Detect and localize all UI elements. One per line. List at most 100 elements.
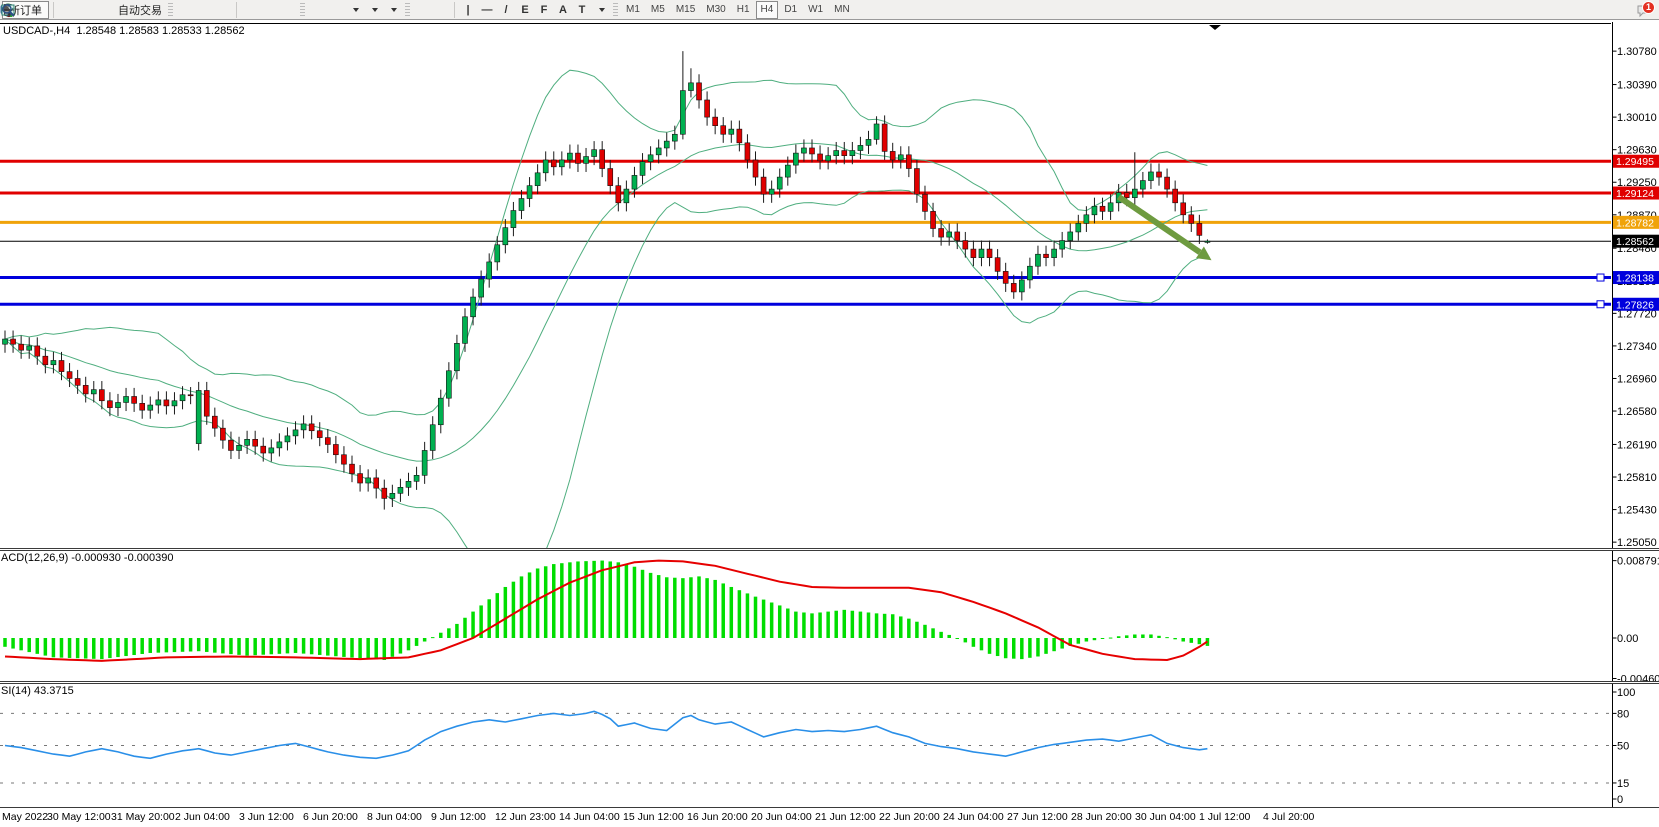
- candle-body: [300, 423, 307, 431]
- macd-bar: [471, 611, 475, 638]
- macd-bar: [19, 638, 23, 651]
- chart-period-button[interactable]: [1, 1, 383, 19]
- macd-bar: [124, 638, 128, 657]
- candle-body: [123, 396, 129, 403]
- timeframe-m15-button[interactable]: M15: [671, 1, 700, 19]
- rsi-panel[interactable]: 100 80 50 15 0: [0, 684, 1659, 807]
- macd-bar: [293, 638, 298, 653]
- candle-body: [26, 345, 33, 351]
- candle-body: [688, 82, 694, 91]
- signals-button[interactable]: [1, 1, 114, 19]
- notifications-button[interactable]: 1: [1635, 0, 1655, 19]
- macd-bar: [439, 632, 443, 638]
- candle-body: [421, 450, 428, 476]
- new-chart-button[interactable]: [1, 1, 364, 19]
- candle-body: [978, 248, 985, 258]
- candle-body: [922, 193, 928, 212]
- zoom-in-button[interactable]: [2, 1, 259, 19]
- history-center-button[interactable]: [0, 1, 76, 19]
- price-tick-label: 1.26960: [1617, 373, 1657, 385]
- indicator-window-button[interactable]: [1, 1, 345, 19]
- candle-body: [1099, 205, 1106, 212]
- candle-body: [179, 394, 186, 402]
- macd-bar: [35, 638, 40, 654]
- candle-body: [559, 159, 565, 168]
- indicator-list-button[interactable]: [1, 1, 326, 19]
- candle-body: [373, 477, 380, 489]
- macd-bar: [802, 612, 806, 638]
- candle-body: [147, 404, 154, 411]
- date-axis[interactable]: May 2022 30 May 12:00 31 May 20:00 2 Jun 04…: [0, 808, 1659, 827]
- chart-template-button[interactable]: [1, 1, 402, 19]
- toolbar-separator: [236, 1, 237, 18]
- macd-bar: [874, 613, 879, 638]
- trendline-tool-button[interactable]: /: [497, 1, 515, 19]
- price-tick-label: 1.25430: [1617, 505, 1657, 517]
- candle-body: [1051, 248, 1057, 258]
- horizontal-levels: [0, 159, 1611, 309]
- price-badge-label: 1.29124: [1616, 188, 1654, 200]
- macd-bar: [406, 638, 411, 651]
- timeframe-mn-button[interactable]: MN: [829, 1, 855, 19]
- timeframe-d1-button[interactable]: D1: [779, 1, 802, 19]
- timeframe-w1-button[interactable]: W1: [803, 1, 828, 19]
- candle-body: [494, 244, 501, 263]
- timeframe-h4-button[interactable]: H4: [755, 0, 779, 19]
- candle-body: [768, 188, 775, 195]
- vertical-line-tool-button[interactable]: |: [459, 1, 477, 19]
- autotrade-button[interactable]: 自动交易: [0, 1, 165, 19]
- candle-body: [454, 343, 460, 372]
- macd-bar: [51, 638, 56, 658]
- line-chart-mode-button[interactable]: [1, 1, 232, 19]
- macd-bar: [705, 578, 709, 638]
- candle-body: [316, 430, 323, 438]
- price-tick-label: 1.26190: [1617, 439, 1657, 451]
- candle-body: [405, 481, 412, 488]
- tile-windows-button[interactable]: [1, 1, 297, 19]
- candle-body: [115, 402, 121, 408]
- candle-body: [34, 345, 41, 357]
- search-button[interactable]: [2, 1, 1634, 19]
- candle-body: [696, 82, 702, 101]
- macd-bar: [285, 638, 290, 654]
- main-price-panel[interactable]: 1.307801.303901.300101.296301.292501.288…: [0, 22, 1659, 549]
- timeframe-m1-button[interactable]: M1: [621, 1, 645, 19]
- candle-body: [655, 147, 662, 156]
- candle-body: [550, 159, 557, 168]
- macd-bar: [826, 611, 830, 638]
- shapes-tool-button[interactable]: [3, 1, 610, 19]
- macd-bar: [1060, 638, 1064, 649]
- panel-separator[interactable]: [0, 681, 1659, 682]
- data-window-button[interactable]: [1, 1, 95, 19]
- text-tool-button[interactable]: A: [554, 1, 572, 19]
- price-badge: [1613, 154, 1659, 168]
- candle-body: [510, 210, 517, 228]
- fibonacci-tool-button[interactable]: F: [535, 1, 553, 19]
- crosshair-tool-button[interactable]: [2, 1, 450, 19]
- candle-body: [865, 139, 872, 146]
- timeframe-h1-button[interactable]: H1: [732, 1, 755, 19]
- cursor-tool-button[interactable]: [4, 1, 431, 19]
- text-label-tool-button[interactable]: T: [573, 1, 591, 19]
- zoom-out-button[interactable]: [2, 1, 278, 19]
- candle-body: [99, 389, 105, 402]
- candlestick-mode-button[interactable]: [2, 1, 213, 19]
- candle-body: [50, 360, 57, 366]
- panel-separator[interactable]: [0, 548, 1659, 549]
- candle-body: [284, 435, 291, 443]
- macd-bar: [148, 638, 153, 653]
- channel-tool-button[interactable]: E: [516, 1, 534, 19]
- macd-bar: [1003, 638, 1008, 659]
- dropdown-caret-icon: [372, 7, 378, 12]
- candle-body: [841, 150, 848, 156]
- bar-chart-mode-button[interactable]: [2, 1, 194, 19]
- candle-body: [623, 188, 630, 204]
- horizontal-line-tool-button[interactable]: —: [478, 1, 496, 19]
- macd-bar: [600, 560, 604, 638]
- macd-bar: [342, 638, 346, 657]
- timeframe-m5-button[interactable]: M5: [646, 1, 670, 19]
- timeframe-m30-button[interactable]: M30: [701, 1, 730, 19]
- macd-bar: [810, 613, 814, 638]
